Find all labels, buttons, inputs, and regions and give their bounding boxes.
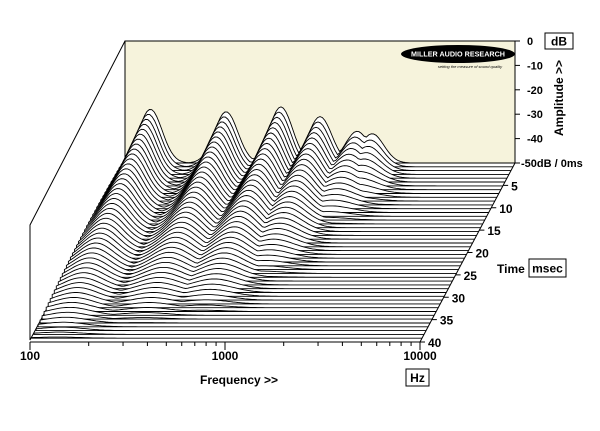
time-tick-label: 10 [499, 202, 513, 216]
amplitude-tick-label: -20 [527, 85, 543, 97]
amplitude-tick-label: -30 [527, 109, 543, 121]
hz-unit-label: Hz [410, 371, 425, 385]
logo-text: MILLER AUDIO RESEARCH [411, 50, 505, 59]
decay-slice [33, 331, 424, 335]
frequency-tick-label: 10000 [403, 349, 437, 363]
decay-slice [51, 287, 443, 301]
amplitude-axis-title: Amplitude >> [552, 60, 566, 136]
db-unit-label: dB [551, 35, 567, 49]
decay-slice [47, 297, 439, 309]
decay-slice [31, 336, 422, 339]
time-tick-label: 35 [440, 314, 454, 328]
amplitude-tick-label: 0 [527, 36, 533, 48]
amplitude-axis: 0 -10 -20 -30 -40 -50dB / 0ms [515, 36, 583, 170]
decay-slices [30, 106, 515, 343]
decay-slice [49, 292, 441, 305]
time-tick-label: 15 [487, 224, 501, 238]
msec-unit-label: msec [532, 262, 563, 276]
amplitude-tick-label: -40 [527, 134, 543, 146]
decay-slice [39, 316, 431, 324]
amplitude-tick-label: -10 [527, 60, 543, 72]
time-tick-label: 20 [476, 247, 490, 261]
hz-unit-box [405, 368, 430, 387]
frequency-tick-label: 1000 [212, 349, 239, 363]
logo-tagline: setting the measure of sound quality [438, 64, 503, 69]
frequency-axis-title: Frequency >> [200, 373, 278, 387]
msec-unit-box [528, 258, 567, 278]
decay-slice [35, 326, 427, 332]
amplitude-tick-label: -50dB / 0ms [521, 158, 583, 170]
logo: MILLER AUDIO RESEARCH setting the measur… [401, 45, 515, 69]
time-tick-label: 30 [452, 291, 466, 305]
decay-slice [43, 306, 435, 316]
time-axis-title: Time [497, 262, 525, 276]
db-unit-box [544, 32, 574, 50]
frequency-axis: 100 1000 10000 [20, 341, 437, 363]
decay-slice [45, 301, 437, 312]
frequency-tick-label: 100 [20, 349, 40, 363]
time-tick-label: 40 [428, 336, 442, 350]
time-tick-label: 5 [511, 179, 518, 193]
decay-slice [37, 321, 429, 328]
time-axis: 5 10 15 20 25 30 35 40 [420, 179, 518, 350]
time-tick-label: 25 [464, 269, 478, 283]
